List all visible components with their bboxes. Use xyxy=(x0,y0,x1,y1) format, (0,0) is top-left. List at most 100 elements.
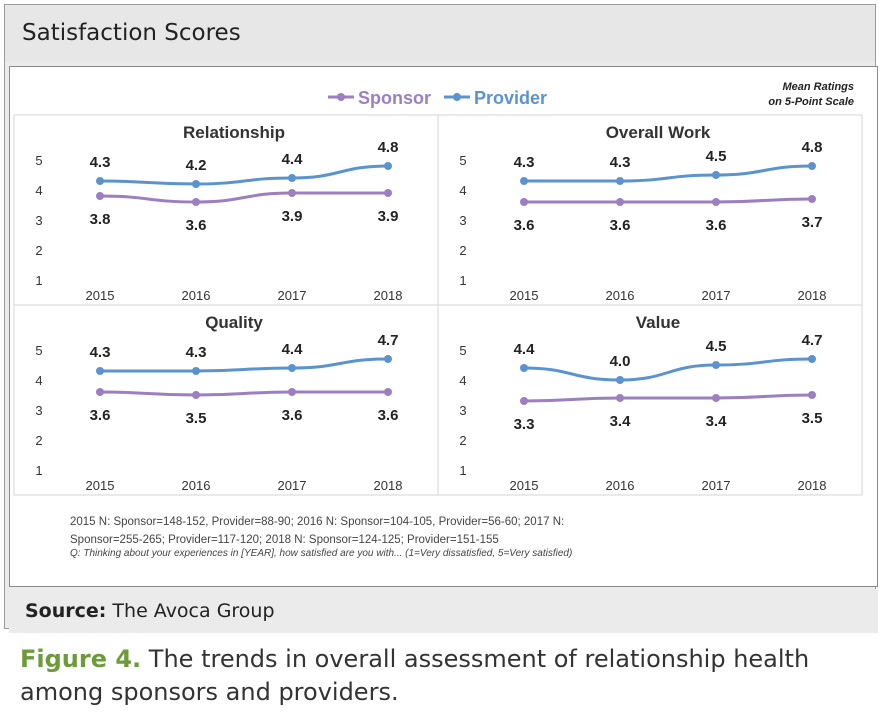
data-point-provider xyxy=(384,355,392,363)
data-point-provider xyxy=(616,177,624,185)
data-point-sponsor xyxy=(520,198,528,206)
data-point-sponsor xyxy=(96,388,104,396)
y-tick-label: 2 xyxy=(459,243,466,258)
data-label-provider: 4.3 xyxy=(90,154,111,171)
x-tick-label: 2018 xyxy=(374,478,403,493)
legend-sponsor-marker xyxy=(337,93,345,101)
subplot-border xyxy=(13,114,439,306)
data-point-provider xyxy=(288,364,296,372)
data-point-sponsor xyxy=(288,189,296,197)
data-point-provider xyxy=(192,180,200,188)
data-point-sponsor xyxy=(712,394,720,402)
subplot-title: Quality xyxy=(205,313,263,332)
x-tick-label: 2016 xyxy=(182,288,211,303)
data-point-sponsor xyxy=(808,195,816,203)
subplot-border xyxy=(13,304,439,496)
data-point-provider xyxy=(712,171,720,179)
y-tick-label: 1 xyxy=(459,463,466,478)
data-label-sponsor: 3.4 xyxy=(706,413,728,430)
header-bar: Satisfaction Scores xyxy=(5,5,875,62)
y-tick-label: 2 xyxy=(35,243,42,258)
data-point-sponsor xyxy=(96,192,104,200)
subplot-relationship: Relationship 1 2 3 4 5 2015 2016 2017 2018 3.8 3.6 3… xyxy=(13,114,439,306)
series-line-sponsor xyxy=(523,197,813,204)
subplot-border xyxy=(437,304,863,496)
subplots: Relationship 1 2 3 4 5 2015 2016 2017 2018 3.8 3.6 3… xyxy=(13,114,863,496)
x-tick-label: 2017 xyxy=(278,288,307,303)
data-label-sponsor: 3.6 xyxy=(186,217,207,234)
data-point-sponsor xyxy=(192,198,200,206)
source-bar: Source: The Avoca Group xyxy=(9,589,878,633)
data-point-sponsor xyxy=(616,394,624,402)
source-text: The Avoca Group xyxy=(106,600,275,622)
chart-panel xyxy=(9,66,878,587)
figure-caption: Figure 4. The trends in overall assessme… xyxy=(20,643,870,709)
series-line-provider xyxy=(524,164,813,183)
y-tick-label: 4 xyxy=(35,183,42,198)
series-line-sponsor xyxy=(523,393,813,403)
data-label-provider: 4.3 xyxy=(186,344,207,361)
subplot-quality: Quality 1 2 3 4 5 2015 2016 2017 2018 3.6 3.5 3.6 3.6… xyxy=(13,304,439,496)
series-line-sponsor xyxy=(99,390,388,397)
data-label-provider: 4.2 xyxy=(186,157,207,174)
y-tick-label: 5 xyxy=(35,343,42,358)
series-line-provider xyxy=(100,357,389,373)
x-tick-label: 2017 xyxy=(278,478,307,493)
figure-frame: Satisfaction Scores Source: The Avoca Gr… xyxy=(4,4,878,633)
data-point-provider xyxy=(808,162,816,170)
data-label-sponsor: 3.8 xyxy=(90,211,111,228)
data-label-provider: 4.4 xyxy=(282,151,304,168)
data-point-sponsor xyxy=(192,391,200,399)
data-label-provider: 4.0 xyxy=(610,353,631,370)
x-tick-label: 2018 xyxy=(374,288,403,303)
data-point-sponsor xyxy=(712,198,720,206)
y-tick-label: 2 xyxy=(459,433,466,448)
data-point-sponsor xyxy=(288,388,296,396)
data-point-provider xyxy=(712,361,720,369)
data-label-provider: 4.8 xyxy=(802,139,823,156)
series-line-sponsor xyxy=(99,191,388,204)
subplot-border xyxy=(437,114,863,306)
x-tick-label: 2016 xyxy=(606,478,635,493)
x-tick-label: 2017 xyxy=(702,478,731,493)
data-label-sponsor: 3.3 xyxy=(514,416,535,433)
data-label-sponsor: 3.5 xyxy=(802,410,823,427)
data-label-sponsor: 3.9 xyxy=(282,208,303,225)
data-label-sponsor: 3.5 xyxy=(186,410,207,427)
legend-note-line2: on 5-Point Scale xyxy=(768,96,854,108)
data-point-provider xyxy=(96,367,104,375)
data-label-sponsor: 3.6 xyxy=(282,407,303,424)
x-tick-label: 2016 xyxy=(182,478,211,493)
data-label-provider: 4.8 xyxy=(378,139,399,156)
figure-label: Figure 4. xyxy=(20,645,142,673)
subplot-title: Overall Work xyxy=(606,123,711,142)
x-tick-label: 2016 xyxy=(606,288,635,303)
y-tick-label: 3 xyxy=(35,403,42,418)
data-label-sponsor: 3.6 xyxy=(706,217,727,234)
data-point-provider xyxy=(384,162,392,170)
subplot-title: Relationship xyxy=(183,123,285,142)
data-label-sponsor: 3.9 xyxy=(378,208,399,225)
data-label-provider: 4.7 xyxy=(802,332,823,349)
x-tick-label: 2015 xyxy=(510,288,539,303)
data-label-sponsor: 3.4 xyxy=(610,413,632,430)
page-title: Satisfaction Scores xyxy=(22,20,241,46)
x-tick-label: 2018 xyxy=(798,288,827,303)
legend-note-line1: Mean Ratings xyxy=(782,81,854,93)
series-line-provider xyxy=(99,164,389,186)
subplot-title: Value xyxy=(636,313,680,332)
chart-svg: Sponsor Provider Mean Ratings on 5-Point… xyxy=(13,81,863,496)
data-label-provider: 4.7 xyxy=(378,332,399,349)
y-tick-label: 5 xyxy=(459,343,466,358)
data-point-sponsor xyxy=(384,189,392,197)
chart-legend: Sponsor Provider Mean Ratings on 5-Point… xyxy=(328,81,854,108)
data-label-provider: 4.5 xyxy=(706,338,727,355)
data-label-provider: 4.3 xyxy=(90,344,111,361)
x-tick-label: 2018 xyxy=(798,478,827,493)
data-label-sponsor: 3.6 xyxy=(378,407,399,424)
y-tick-label: 4 xyxy=(35,373,42,388)
data-label-sponsor: 3.6 xyxy=(514,217,535,234)
data-label-provider: 4.4 xyxy=(282,341,304,358)
data-label-provider: 4.3 xyxy=(514,154,535,171)
y-tick-label: 1 xyxy=(459,273,466,288)
